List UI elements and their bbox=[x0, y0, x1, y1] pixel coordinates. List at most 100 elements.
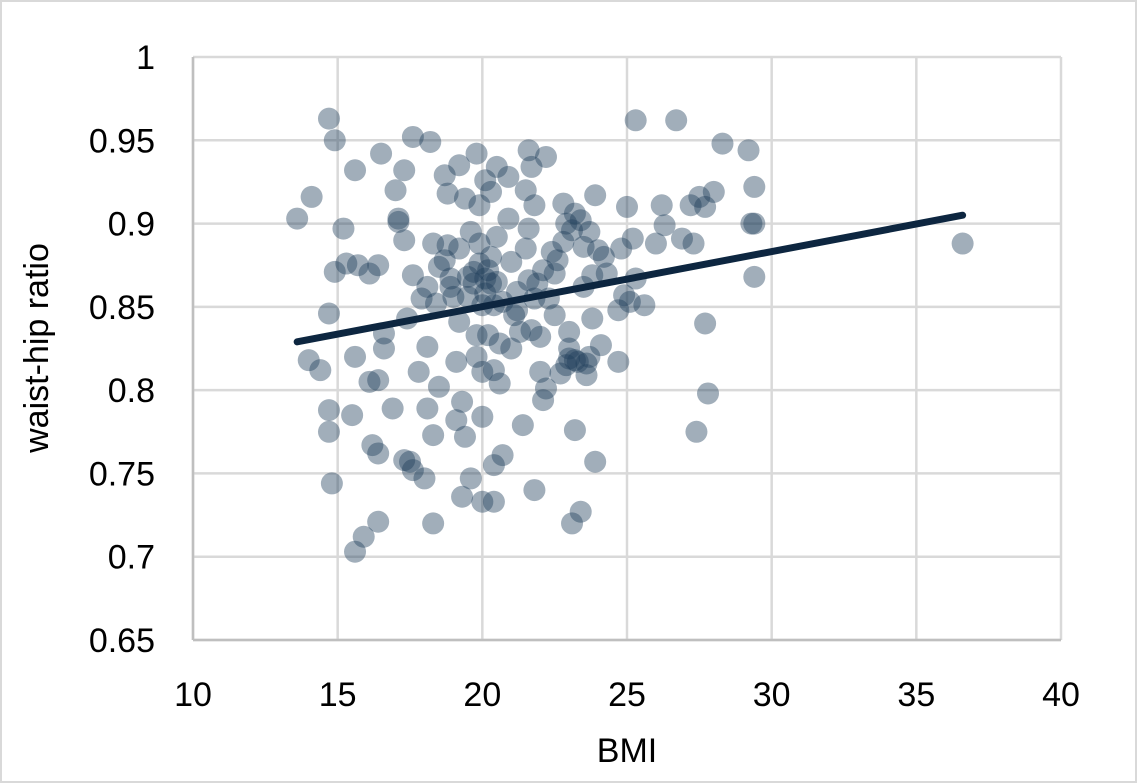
data-point bbox=[393, 229, 416, 252]
data-point bbox=[561, 512, 584, 535]
data-point bbox=[387, 210, 410, 233]
x-tick-label: 40 bbox=[1042, 676, 1080, 714]
data-point bbox=[491, 444, 514, 467]
data-point bbox=[422, 512, 445, 535]
data-point bbox=[445, 409, 468, 432]
x-tick-label: 25 bbox=[608, 676, 646, 714]
data-point bbox=[592, 245, 615, 268]
data-point bbox=[552, 192, 575, 215]
data-point bbox=[384, 179, 407, 202]
data-point bbox=[372, 337, 395, 360]
data-point bbox=[471, 490, 494, 513]
data-point bbox=[561, 219, 584, 242]
data-point bbox=[653, 214, 676, 237]
data-point bbox=[549, 362, 572, 385]
data-point bbox=[410, 287, 433, 310]
data-point bbox=[506, 299, 529, 322]
y-tick-label: 0.75 bbox=[89, 455, 155, 493]
data-point bbox=[323, 260, 346, 283]
data-point bbox=[370, 142, 393, 165]
data-point bbox=[563, 349, 586, 372]
data-point bbox=[694, 312, 717, 335]
data-point bbox=[633, 294, 656, 317]
data-point bbox=[679, 194, 702, 217]
data-point bbox=[563, 202, 586, 225]
y-tick-label: 0.9 bbox=[108, 206, 155, 244]
data-point bbox=[346, 254, 369, 277]
data-point bbox=[644, 232, 667, 255]
data-point bbox=[607, 350, 630, 373]
data-point bbox=[480, 272, 503, 295]
data-point bbox=[416, 275, 439, 298]
x-axis-tick-labels: 10 15 20 25 30 35 40 bbox=[174, 676, 1080, 714]
data-point bbox=[488, 332, 511, 355]
data-point bbox=[555, 212, 578, 235]
data-point bbox=[416, 335, 439, 358]
data-point bbox=[344, 540, 367, 563]
data-point bbox=[508, 320, 531, 343]
data-point bbox=[523, 194, 546, 217]
data-point bbox=[433, 249, 456, 272]
data-point bbox=[462, 272, 485, 295]
data-point bbox=[575, 364, 598, 387]
data-point bbox=[607, 299, 630, 322]
data-point bbox=[587, 239, 610, 262]
data-point bbox=[616, 195, 638, 218]
data-point bbox=[482, 359, 505, 382]
data-point bbox=[387, 207, 410, 230]
y-tick-label: 0.95 bbox=[89, 122, 155, 160]
data-point bbox=[563, 419, 586, 442]
y-tick-label: 1 bbox=[136, 39, 155, 77]
data-point bbox=[459, 467, 482, 490]
data-point bbox=[317, 107, 340, 130]
data-point bbox=[558, 320, 581, 343]
data-point bbox=[500, 337, 523, 360]
data-point bbox=[477, 324, 500, 347]
data-point bbox=[427, 375, 450, 398]
data-point bbox=[552, 230, 575, 253]
data-point bbox=[471, 360, 494, 383]
data-point bbox=[407, 360, 430, 383]
data-point bbox=[462, 260, 485, 283]
data-point bbox=[474, 282, 497, 305]
data-point bbox=[650, 194, 673, 217]
data-point bbox=[517, 217, 540, 240]
data-point bbox=[456, 285, 479, 308]
data-point bbox=[951, 232, 974, 255]
data-point bbox=[520, 319, 543, 342]
data-point bbox=[448, 310, 471, 333]
data-point bbox=[621, 227, 644, 250]
data-point bbox=[401, 125, 424, 148]
x-tick-label: 35 bbox=[897, 676, 935, 714]
x-tick-label: 20 bbox=[463, 676, 501, 714]
data-point bbox=[367, 369, 390, 392]
data-point bbox=[344, 345, 367, 368]
data-point bbox=[743, 175, 766, 198]
data-point bbox=[532, 389, 555, 412]
data-point bbox=[468, 194, 491, 217]
gridlines bbox=[191, 55, 1063, 642]
data-point bbox=[517, 269, 540, 292]
data-point bbox=[685, 420, 708, 443]
data-point bbox=[511, 414, 534, 437]
data-point bbox=[514, 179, 537, 202]
data-point bbox=[317, 399, 340, 422]
data-point bbox=[534, 377, 557, 400]
data-point bbox=[300, 185, 323, 208]
data-point bbox=[427, 255, 450, 278]
data-point bbox=[367, 442, 390, 465]
data-points bbox=[286, 107, 974, 563]
data-point bbox=[401, 264, 424, 287]
data-point bbox=[569, 209, 592, 232]
linear-trendline bbox=[293, 211, 967, 346]
data-point bbox=[323, 129, 346, 152]
data-point bbox=[367, 254, 390, 277]
y-axis-title: waist-hip ratio bbox=[18, 243, 56, 454]
data-point bbox=[459, 220, 482, 243]
data-point bbox=[393, 159, 416, 182]
data-point bbox=[485, 270, 508, 293]
data-point bbox=[439, 267, 462, 290]
data-point bbox=[558, 337, 581, 360]
